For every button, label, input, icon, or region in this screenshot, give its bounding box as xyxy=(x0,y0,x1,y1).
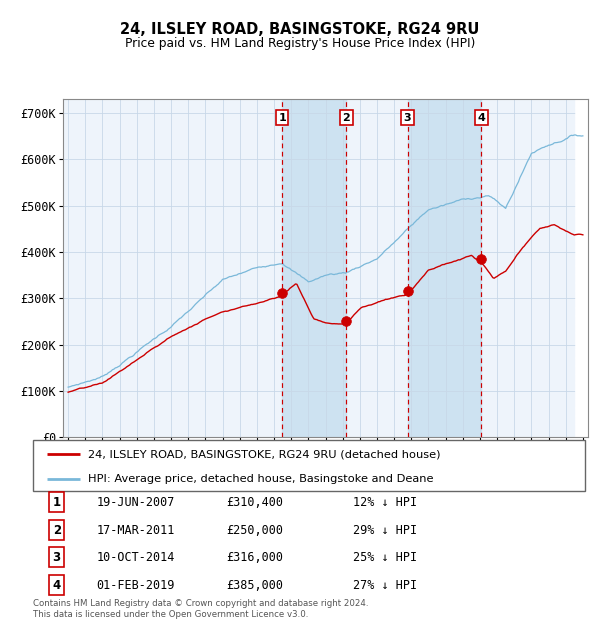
Text: 2: 2 xyxy=(343,113,350,123)
Text: Price paid vs. HM Land Registry's House Price Index (HPI): Price paid vs. HM Land Registry's House … xyxy=(125,37,475,50)
Bar xyxy=(282,99,346,437)
Bar xyxy=(575,99,588,437)
Text: 4: 4 xyxy=(53,578,61,591)
Text: 3: 3 xyxy=(53,551,61,564)
Text: 17-MAR-2011: 17-MAR-2011 xyxy=(97,524,175,537)
Text: 1: 1 xyxy=(53,496,61,509)
Text: 19-JUN-2007: 19-JUN-2007 xyxy=(97,496,175,509)
Text: £250,000: £250,000 xyxy=(226,524,283,537)
Text: 24, ILSLEY ROAD, BASINGSTOKE, RG24 9RU (detached house): 24, ILSLEY ROAD, BASINGSTOKE, RG24 9RU (… xyxy=(88,450,440,459)
Text: 27% ↓ HPI: 27% ↓ HPI xyxy=(353,578,417,591)
Text: 2: 2 xyxy=(53,524,61,537)
Text: 4: 4 xyxy=(478,113,485,123)
Text: 1: 1 xyxy=(278,113,286,123)
Text: £316,000: £316,000 xyxy=(226,551,283,564)
Text: 3: 3 xyxy=(404,113,412,123)
FancyBboxPatch shape xyxy=(33,440,585,491)
Text: 10-OCT-2014: 10-OCT-2014 xyxy=(97,551,175,564)
Text: £310,400: £310,400 xyxy=(226,496,283,509)
Text: 25% ↓ HPI: 25% ↓ HPI xyxy=(353,551,417,564)
Text: 12% ↓ HPI: 12% ↓ HPI xyxy=(353,496,417,509)
Text: 24, ILSLEY ROAD, BASINGSTOKE, RG24 9RU: 24, ILSLEY ROAD, BASINGSTOKE, RG24 9RU xyxy=(121,22,479,37)
Bar xyxy=(407,99,481,437)
Text: 29% ↓ HPI: 29% ↓ HPI xyxy=(353,524,417,537)
Text: £385,000: £385,000 xyxy=(226,578,283,591)
Text: 01-FEB-2019: 01-FEB-2019 xyxy=(97,578,175,591)
Text: Contains HM Land Registry data © Crown copyright and database right 2024.
This d: Contains HM Land Registry data © Crown c… xyxy=(33,600,368,619)
Text: HPI: Average price, detached house, Basingstoke and Deane: HPI: Average price, detached house, Basi… xyxy=(88,474,434,484)
